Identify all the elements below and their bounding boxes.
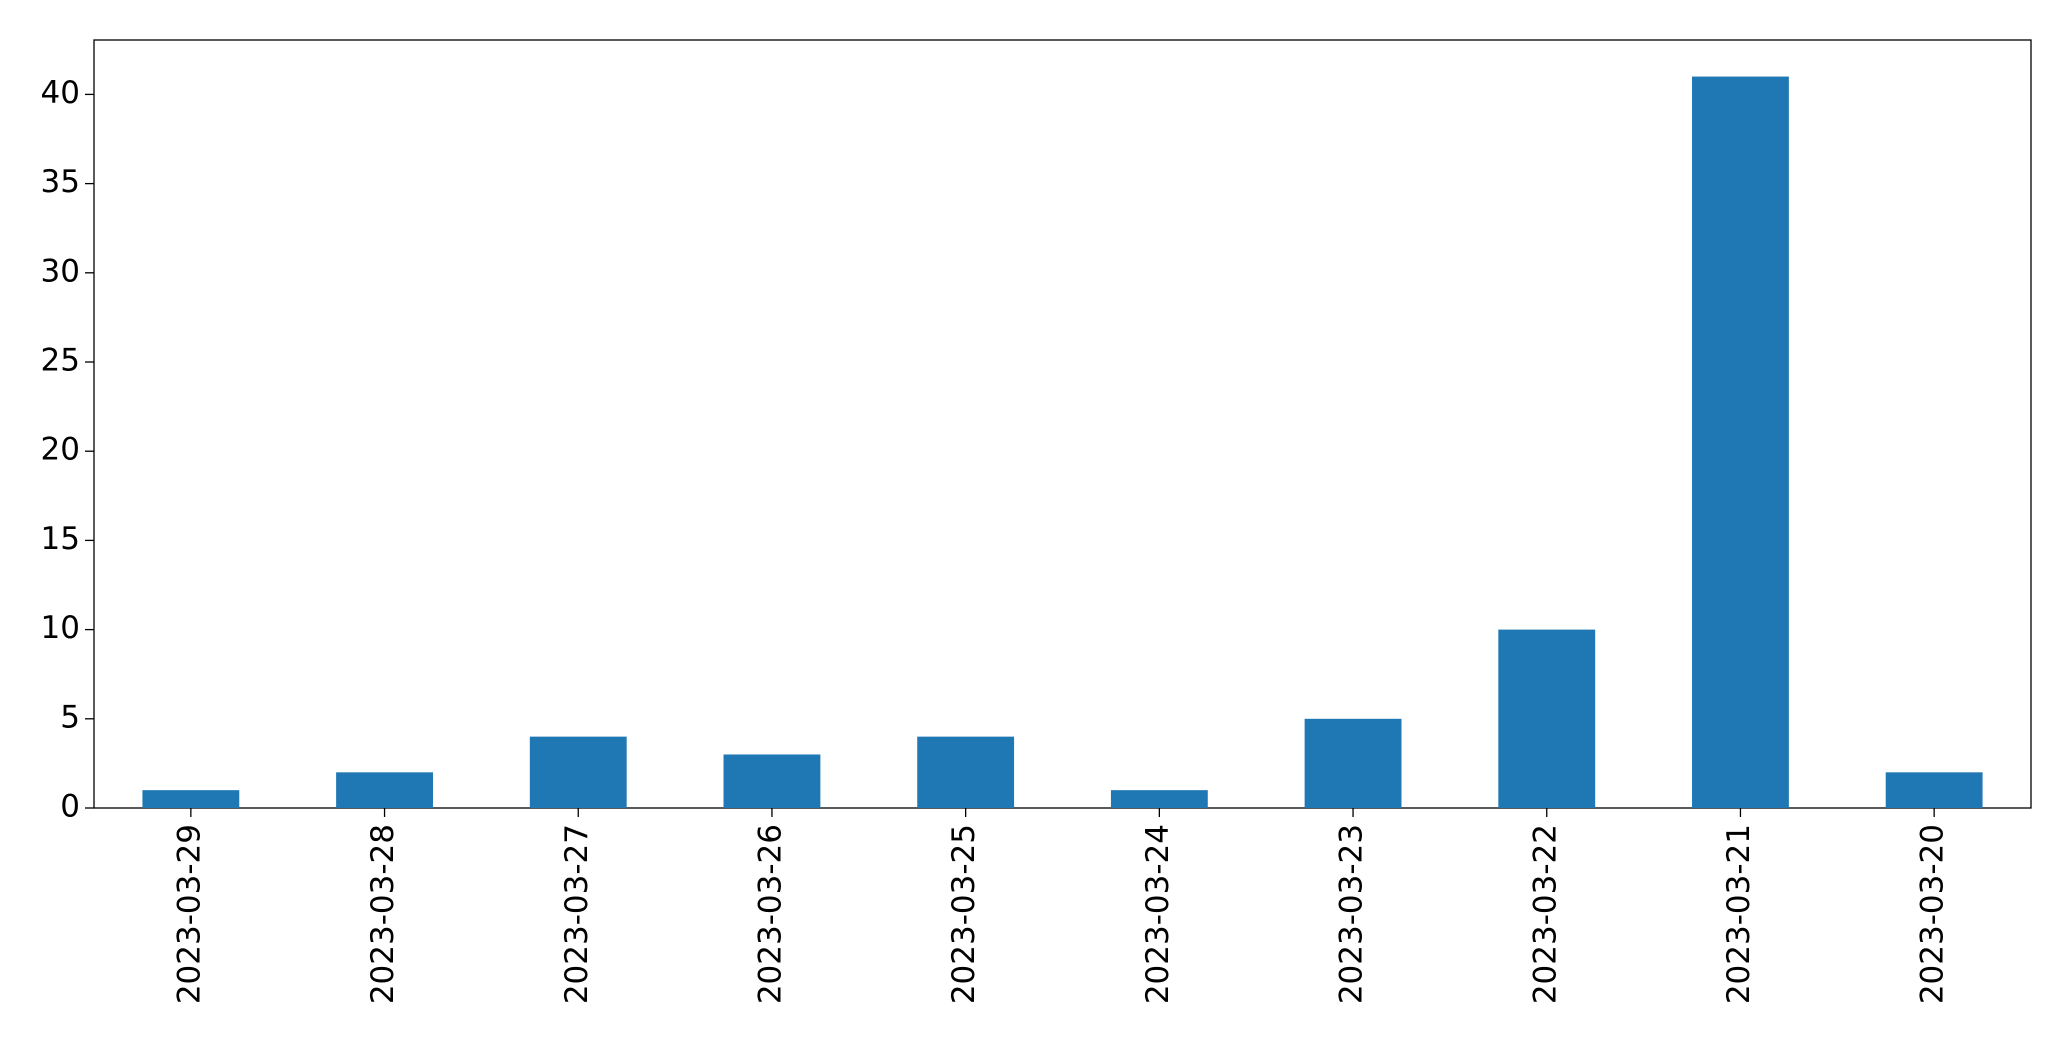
bar bbox=[723, 754, 821, 808]
x-tick-label: 2023-03-23 bbox=[1334, 824, 1370, 1004]
y-tick-label: 40 bbox=[41, 75, 80, 111]
bar bbox=[1498, 629, 1596, 808]
bar bbox=[1885, 772, 1983, 808]
axes-frame bbox=[93, 39, 2032, 809]
y-tick-label: 5 bbox=[60, 699, 80, 735]
x-tick-label: 2023-03-29 bbox=[171, 824, 207, 1004]
bar bbox=[529, 736, 627, 808]
x-tick-label: 2023-03-28 bbox=[365, 824, 401, 1004]
bar bbox=[917, 736, 1015, 808]
x-tick-label: 2023-03-25 bbox=[946, 824, 982, 1004]
bar bbox=[336, 772, 433, 808]
y-tick-label: 35 bbox=[41, 164, 80, 200]
y-tick-label: 10 bbox=[41, 610, 80, 646]
x-tick-label: 2023-03-27 bbox=[559, 824, 595, 1004]
bar bbox=[1304, 718, 1402, 808]
y-tick-label: 15 bbox=[41, 521, 80, 557]
y-tick-label: 0 bbox=[60, 789, 80, 825]
y-tick-label: 30 bbox=[41, 253, 80, 289]
bar bbox=[1110, 790, 1208, 808]
x-tick-label: 2023-03-24 bbox=[1140, 824, 1176, 1004]
x-tick-label: 2023-03-22 bbox=[1527, 824, 1563, 1004]
y-tick-label: 25 bbox=[41, 343, 80, 379]
x-tick-label: 2023-03-20 bbox=[1915, 824, 1951, 1004]
x-tick-label: 2023-03-21 bbox=[1721, 824, 1757, 1004]
x-tick-label: 2023-03-26 bbox=[752, 824, 788, 1004]
bar bbox=[1692, 76, 1789, 809]
bar bbox=[142, 790, 240, 808]
y-tick-label: 20 bbox=[41, 432, 80, 468]
